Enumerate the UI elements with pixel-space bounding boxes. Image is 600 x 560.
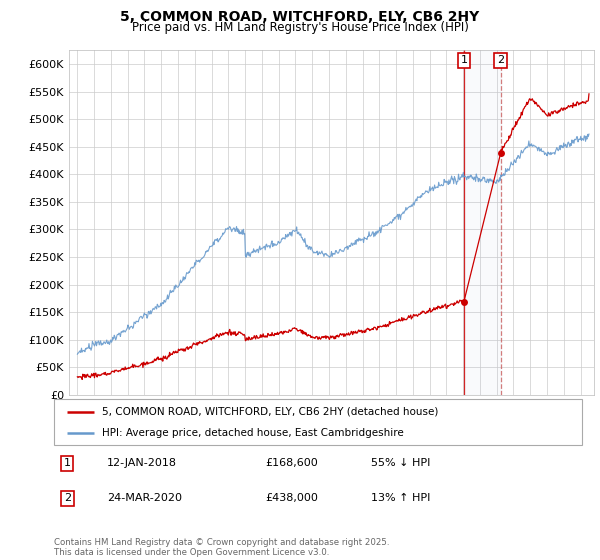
Text: Price paid vs. HM Land Registry's House Price Index (HPI): Price paid vs. HM Land Registry's House … — [131, 21, 469, 34]
Text: 5, COMMON ROAD, WITCHFORD, ELY, CB6 2HY: 5, COMMON ROAD, WITCHFORD, ELY, CB6 2HY — [121, 10, 479, 24]
Text: HPI: Average price, detached house, East Cambridgeshire: HPI: Average price, detached house, East… — [101, 428, 403, 438]
Text: 2: 2 — [64, 493, 71, 503]
Bar — [464, 50, 500, 395]
Text: £438,000: £438,000 — [265, 493, 318, 503]
Text: 1: 1 — [460, 55, 467, 66]
Text: 55% ↓ HPI: 55% ↓ HPI — [371, 459, 430, 468]
Text: 5, COMMON ROAD, WITCHFORD, ELY, CB6 2HY (detached house): 5, COMMON ROAD, WITCHFORD, ELY, CB6 2HY … — [101, 407, 438, 417]
Text: 13% ↑ HPI: 13% ↑ HPI — [371, 493, 430, 503]
Text: Contains HM Land Registry data © Crown copyright and database right 2025.
This d: Contains HM Land Registry data © Crown c… — [54, 538, 389, 557]
Text: 24-MAR-2020: 24-MAR-2020 — [107, 493, 182, 503]
Text: 12-JAN-2018: 12-JAN-2018 — [107, 459, 177, 468]
Text: 1: 1 — [64, 459, 71, 468]
Text: £168,600: £168,600 — [265, 459, 318, 468]
Text: 2: 2 — [497, 55, 504, 66]
